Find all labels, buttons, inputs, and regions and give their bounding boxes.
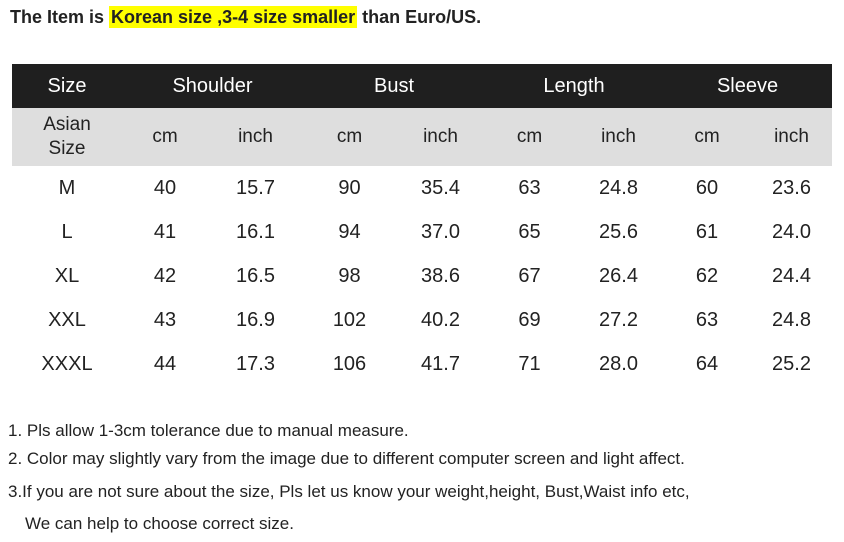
heading-text: The Item is	[10, 7, 105, 27]
unit-header: cm	[303, 108, 396, 166]
cell: 40.2	[421, 308, 460, 331]
cell: L	[61, 220, 73, 243]
subheader-row: Asian Size cm inch cm inch cm inch cm inch	[12, 108, 833, 166]
cell: 102	[332, 308, 367, 331]
data-row: XXXL 44 17.3 106 41.7 71 28.0 64 25.2	[12, 342, 832, 386]
cell: 23.6	[772, 176, 811, 199]
cell: M	[58, 176, 76, 199]
cell: 43	[153, 308, 177, 331]
cell: XXL	[48, 308, 86, 331]
size-table: Size Shoulder Bust Length Sleeve Asian Size cm…	[12, 64, 833, 386]
cell: 38.6	[421, 264, 460, 287]
cell: 15.7	[236, 176, 275, 199]
cell: 28.0	[599, 352, 638, 375]
unit-header: cm	[663, 108, 752, 166]
unit-header: inch	[751, 108, 833, 166]
cell: 71	[518, 352, 541, 375]
cell: 37.0	[421, 220, 460, 243]
cell: 16.1	[236, 220, 275, 243]
data-row: XXL 43 16.9 102 40.2 69 27.2 63 24.8	[12, 298, 832, 342]
column-header: Length	[485, 64, 664, 108]
cell: 16.9	[236, 308, 275, 331]
cell: 44	[153, 352, 177, 375]
data-row: XL 42 16.5 98 38.6 67 26.4 62 24.4	[12, 254, 832, 298]
cell: 24.4	[772, 264, 811, 287]
cell: 63	[695, 308, 719, 331]
cell: 63	[518, 176, 541, 199]
cell: XL	[54, 264, 80, 287]
cell: 64	[695, 352, 719, 375]
column-header: Sleeve	[663, 64, 833, 108]
cell: 106	[332, 352, 367, 375]
column-header: Shoulder	[122, 64, 303, 108]
cell: XXXL	[41, 352, 93, 375]
cell: 24.8	[599, 176, 638, 199]
note: 3.If you are not sure about the size, Pl…	[8, 482, 690, 501]
unit-header: inch	[208, 108, 303, 166]
cell: 35.4	[421, 176, 460, 199]
cell: 65	[518, 220, 541, 243]
cell: 94	[338, 220, 361, 243]
note: 1. Pls allow 1-3cm tolerance due to manu…	[8, 421, 409, 440]
cell: 98	[338, 264, 361, 287]
heading-highlight: Korean size ,3-4 size smaller	[109, 6, 358, 28]
cell: 40	[153, 176, 177, 199]
note: 2. Color may slightly vary from the imag…	[8, 449, 685, 468]
data-row: M 40 15.7 90 35.4 63 24.8 60 23.6	[12, 166, 832, 210]
cell: 25.6	[599, 220, 638, 243]
heading: The Item is Korean size ,3-4 size smaller…	[10, 6, 482, 28]
note: We can help to choose correct size.	[25, 514, 294, 533]
cell: 41.7	[421, 352, 460, 375]
cell: 27.2	[599, 308, 638, 331]
column-header: Bust	[303, 64, 485, 108]
unit-header: cm	[485, 108, 574, 166]
cell: 62	[695, 264, 719, 287]
cell: 60	[695, 176, 719, 199]
header-row: Size Shoulder Bust Length Sleeve	[12, 64, 833, 108]
cell: 42	[153, 264, 177, 287]
cell: 90	[338, 176, 361, 199]
cell: 26.4	[599, 264, 638, 287]
cell: 25.2	[772, 352, 811, 375]
data-row: L 41 16.1 94 37.0 65 25.6 61 24.0	[12, 210, 832, 254]
cell: 69	[518, 308, 541, 331]
cell: 67	[518, 264, 541, 287]
cell: 16.5	[236, 264, 275, 287]
cell: 24.8	[772, 308, 811, 331]
cell: 24.0	[772, 220, 811, 243]
unit-header: inch	[574, 108, 664, 166]
column-header: Size	[12, 64, 122, 108]
heading-text: than Euro/US.	[362, 7, 482, 27]
unit-header: Asian Size	[12, 108, 122, 166]
unit-header: cm	[122, 108, 208, 166]
cell: 61	[695, 220, 719, 243]
cell: 41	[153, 220, 177, 243]
unit-header: inch	[396, 108, 485, 166]
cell: 17.3	[236, 352, 275, 375]
